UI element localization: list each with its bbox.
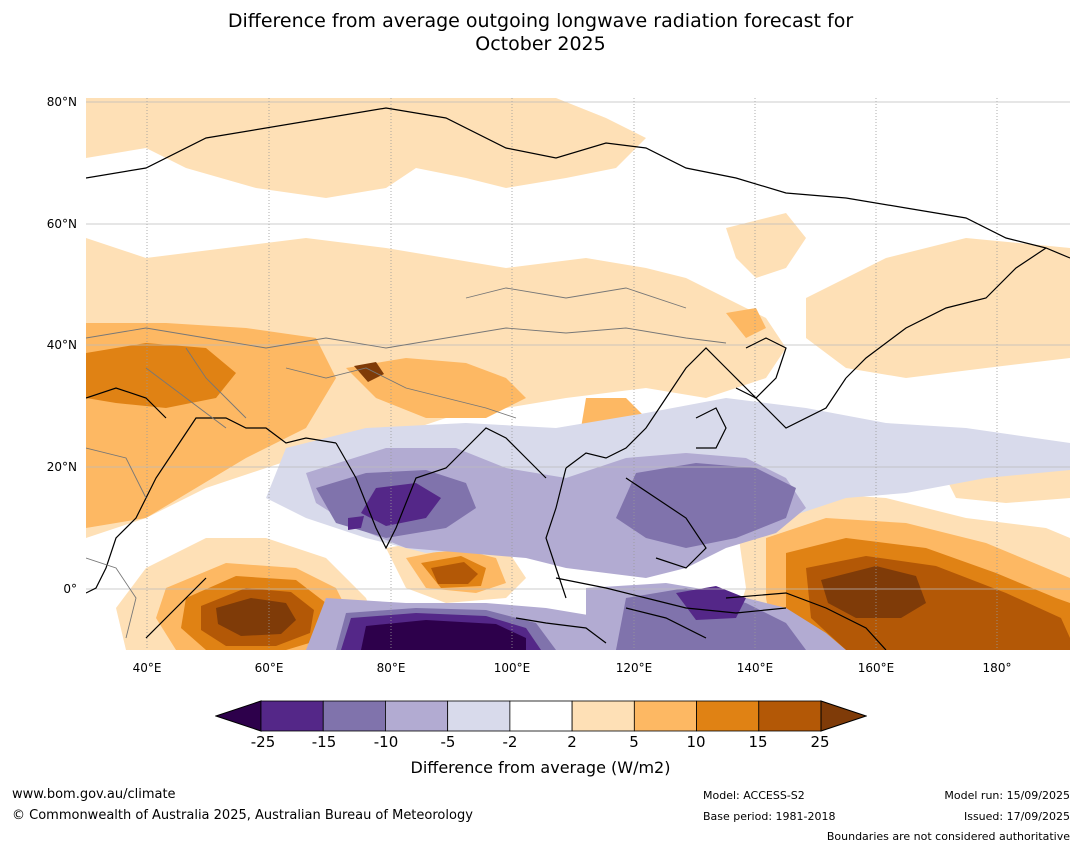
lon-label-60e: 60°E xyxy=(254,661,284,675)
anomaly-under-minus-25-regions xyxy=(361,620,526,650)
colorbar-extend-high xyxy=(820,700,868,732)
model-run-date: Model run: 15/09/2025 xyxy=(944,789,1070,802)
chart-title: Difference from average outgoing longwav… xyxy=(0,10,1081,56)
lon-label-80e: 80°E xyxy=(376,661,406,675)
colorbar-segment xyxy=(758,700,822,732)
colorbar-segment xyxy=(633,700,697,732)
lon-label-40e: 40°E xyxy=(132,661,162,675)
colorbar-tick: 2 xyxy=(567,733,577,751)
issued-date: Issued: 17/09/2025 xyxy=(963,810,1070,823)
lat-label-20n: 20°N xyxy=(46,460,77,474)
colorbar-segment xyxy=(322,700,386,732)
colorbar-tick: -10 xyxy=(373,733,399,751)
colorbar xyxy=(214,700,868,732)
lon-label-140e: 140°E xyxy=(736,661,774,675)
boundaries-disclaimer: Boundaries are not considered authoritat… xyxy=(826,830,1070,843)
lon-label-160e: 160°E xyxy=(857,661,895,675)
colorbar-segment xyxy=(696,700,760,732)
title-line-2: October 2025 xyxy=(475,33,606,55)
colorbar-tick: 5 xyxy=(629,733,639,751)
coastlines xyxy=(86,107,1070,650)
anomaly-over-25-regions xyxy=(216,362,926,636)
colorbar-tick: 15 xyxy=(748,733,768,751)
colorbar-segment xyxy=(509,700,573,732)
colorbar-label: Difference from average (W/m2) xyxy=(410,758,671,777)
base-period: Base period: 1981-2018 xyxy=(703,810,836,823)
colorbar-svg xyxy=(214,700,868,732)
colorbar-tick: 10 xyxy=(686,733,706,751)
lat-label-0: 0° xyxy=(63,582,77,596)
colorbar-tick: 25 xyxy=(810,733,830,751)
colorbar-tick: -25 xyxy=(250,733,276,751)
ocean-map xyxy=(86,98,1070,650)
copyright-text: © Commonwealth of Australia 2025, Austra… xyxy=(12,808,473,823)
colorbar-extend-low xyxy=(214,700,262,732)
lat-label-40n: 40°N xyxy=(46,338,77,352)
website-link[interactable]: www.bom.gov.au/climate xyxy=(12,787,176,802)
lat-label-60n: 60°N xyxy=(46,217,77,231)
colorbar-segment xyxy=(385,700,449,732)
latitude-lines xyxy=(86,101,1070,590)
graticule xyxy=(146,98,998,650)
colorbar-segment xyxy=(571,700,635,732)
lon-label-180: 180° xyxy=(982,661,1012,675)
colorbar-tick: -5 xyxy=(440,733,456,751)
country-borders xyxy=(86,287,727,639)
colorbar-tick: -2 xyxy=(502,733,518,751)
lon-label-120e: 120°E xyxy=(615,661,653,675)
map-svg xyxy=(86,98,1070,650)
title-line-1: Difference from average outgoing longwav… xyxy=(227,10,854,32)
lat-label-80n: 80°N xyxy=(46,95,77,109)
colorbar-segment xyxy=(260,700,324,732)
colorbar-tick: -15 xyxy=(311,733,337,751)
colorbar-segment xyxy=(447,700,511,732)
model-name: Model: ACCESS-S2 xyxy=(703,789,805,802)
lon-label-100e: 100°E xyxy=(493,661,531,675)
